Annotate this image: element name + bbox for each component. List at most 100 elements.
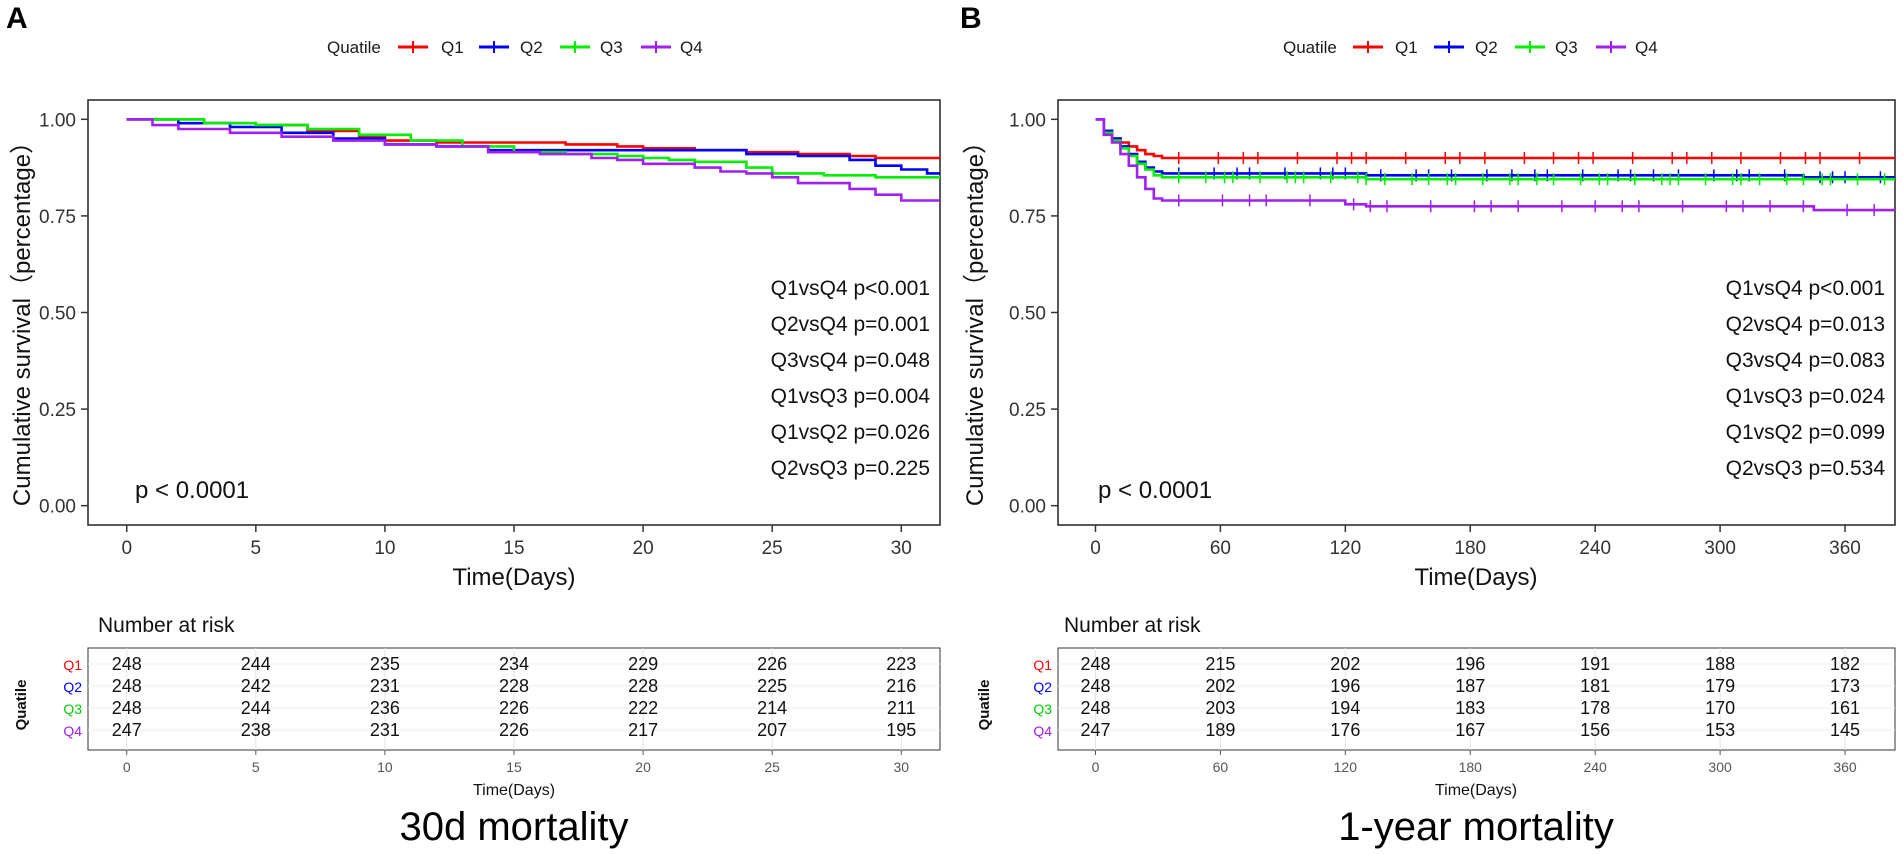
curves-b [1095, 118, 1895, 217]
y-tick-label-b-4: 1.00 [1009, 110, 1046, 131]
legend-a: Quatile Q1 Q2 Q3 Q4 [327, 38, 703, 57]
y-tick-label-a-3: 0.75 [39, 207, 76, 228]
comparison-a-5: Q1vsQ2 p=0.026 [771, 421, 930, 444]
legend-title-a: Quatile [327, 38, 381, 57]
survival-curve-q4-b [1095, 118, 1895, 212]
x-tick-label-b-1: 60 [1210, 538, 1231, 559]
risk-x-tick-label-b-6: 360 [1833, 759, 1857, 775]
risk-x-tick-label-a-6: 30 [893, 759, 909, 775]
x-tick-label-b-3: 180 [1454, 538, 1486, 559]
x-tick-label-b-4: 240 [1579, 538, 1611, 559]
x-tick-label-a-6: 30 [891, 538, 912, 559]
survival-curve-q3-b [1095, 118, 1895, 181]
risk-cell-q1-a: 244 [241, 654, 271, 674]
y-tick-label-b-0: 0.00 [1009, 497, 1046, 518]
risk-x-tick-label-a-2: 10 [377, 759, 393, 775]
risk-label-q3-b: Q3 [1033, 701, 1052, 717]
risk-cell-q1-a: 223 [886, 654, 916, 674]
x-tick-label-b-2: 120 [1329, 538, 1361, 559]
risk-x-tick-label-a-0: 0 [123, 759, 131, 775]
y-tick-label-a-4: 1.00 [39, 110, 76, 131]
risk-ticks-b: 0 60 120 180 240 300 360 [1092, 750, 1857, 775]
y-axis-title-b: Cumulative survival（percentage） [962, 130, 989, 506]
comparison-b-1: Q1vsQ4 p<0.001 [1726, 277, 1885, 300]
risk-cell-q1-b: 188 [1705, 654, 1735, 674]
risk-table-title-b: Number at risk [1064, 614, 1201, 637]
risk-cell-q4-b: 176 [1330, 720, 1360, 740]
risk-cell-q4-a: 207 [757, 720, 787, 740]
legend-item-q4-b: Q4 [1596, 38, 1658, 57]
legend-label-q1-a: Q1 [441, 38, 464, 57]
risk-label-q4-b: Q4 [1033, 723, 1052, 739]
axis-ticks-a: 0.00 0.25 0.50 0.75 1.00 0 5 10 15 20 25 30 [39, 110, 912, 559]
risk-table-title-a: Number at risk [98, 614, 235, 637]
x-tick-label-a-0: 0 [121, 538, 132, 559]
risk-cell-q4-a: 217 [628, 720, 658, 740]
risk-group-labels-b: Q1 Q2 Q3 Q4 [1033, 657, 1052, 739]
y-tick-label-b-3: 0.75 [1009, 207, 1046, 228]
risk-cell-q2-b: 179 [1705, 676, 1735, 696]
risk-cell-q3-a: 236 [370, 698, 400, 718]
comparison-a-6: Q2vsQ3 p=0.225 [771, 457, 930, 480]
risk-cell-q3-b: 178 [1580, 698, 1610, 718]
legend-label-q1-b: Q1 [1395, 38, 1418, 57]
risk-cell-q2-a: 225 [757, 676, 787, 696]
axis-ticks-b: 0.00 0.25 0.50 0.75 1.00 0 60 120 180 240 300 360 [1009, 110, 1861, 559]
risk-x-tick-label-b-3: 180 [1459, 759, 1483, 775]
legend-item-q2-a: Q2 [479, 38, 543, 57]
survival-curve-q2-a [126, 118, 940, 175]
plot-area-a: 0.00 0.25 0.50 0.75 1.00 0 5 10 15 20 25 30 p < 0.0… [39, 99, 941, 559]
curves-a [126, 118, 940, 202]
comparison-b-4: Q1vsQ3 p=0.024 [1726, 385, 1886, 408]
risk-cell-q3-a: 222 [628, 698, 658, 718]
x-axis-title-a: Time(Days) [452, 564, 575, 591]
panel-b: B Quatile Q1 Q2 Q3 Q4 [960, 2, 1896, 849]
x-tick-label-a-1: 5 [251, 538, 262, 559]
risk-x-tick-label-b-5: 300 [1708, 759, 1732, 775]
risk-x-tick-label-a-4: 20 [635, 759, 651, 775]
risk-grid-b [1058, 648, 1895, 750]
risk-cell-q3-a: 248 [112, 698, 142, 718]
risk-table-a: Number at risk Quatile Q1 Q2 Q3 Q4 248 24… [13, 614, 941, 799]
risk-cell-q1-b: 191 [1580, 654, 1610, 674]
caption-a: 30d mortality [400, 805, 629, 849]
x-axis-title-b: Time(Days) [1414, 564, 1537, 591]
legend-label-q3-b: Q3 [1555, 38, 1578, 57]
survival-curve-q2-b [1095, 118, 1895, 179]
legend-item-q3-b: Q3 [1515, 38, 1578, 57]
panel-letter-b: B [960, 2, 982, 35]
risk-cell-q3-b: 161 [1830, 698, 1860, 718]
y-tick-label-a-2: 0.50 [39, 304, 76, 325]
comparisons-b: Q1vsQ4 p<0.001 Q2vsQ4 p=0.013 Q3vsQ4 p=0… [1726, 277, 1886, 480]
risk-cell-q4-b: 145 [1830, 720, 1860, 740]
risk-cell-q4-a: 226 [499, 720, 529, 740]
risk-cell-q3-a: 211 [887, 698, 916, 718]
risk-x-tick-label-b-4: 240 [1583, 759, 1607, 775]
risk-cell-q2-b: 187 [1455, 676, 1485, 696]
risk-table-b: Number at risk Quatile Q1 Q2 Q3 Q4 248 21… [976, 614, 1896, 799]
legend-label-q2-a: Q2 [520, 38, 543, 57]
survival-curve-q4-a [126, 118, 940, 202]
risk-grid-a [88, 648, 940, 750]
risk-cell-q3-a: 214 [757, 698, 787, 718]
risk-frame-b [1057, 647, 1896, 751]
risk-y-title-a: Quatile [13, 680, 30, 731]
risk-x-tick-label-b-0: 0 [1092, 759, 1100, 775]
risk-cell-q3-b: 203 [1205, 698, 1235, 718]
risk-group-labels-a: Q1 Q2 Q3 Q4 [63, 657, 82, 739]
comparison-a-1: Q1vsQ4 p<0.001 [771, 277, 930, 300]
panel-letter-a: A [6, 2, 28, 35]
legend-item-q2-b: Q2 [1434, 38, 1498, 57]
risk-x-title-a: Time(Days) [473, 782, 555, 799]
risk-cell-q2-b: 248 [1080, 676, 1110, 696]
risk-cell-q4-b: 167 [1455, 720, 1485, 740]
legend-item-q4-a: Q4 [641, 38, 703, 57]
legend-b: Quatile Q1 Q2 Q3 Q4 [1283, 38, 1658, 57]
comparison-b-3: Q3vsQ4 p=0.083 [1726, 349, 1885, 372]
risk-cell-q1-a: 235 [370, 654, 400, 674]
risk-cell-q2-a: 228 [628, 676, 658, 696]
risk-x-title-b: Time(Days) [1435, 782, 1517, 799]
risk-cell-q2-b: 196 [1330, 676, 1360, 696]
risk-cell-q3-b: 170 [1705, 698, 1735, 718]
risk-cell-q3-b: 183 [1455, 698, 1485, 718]
